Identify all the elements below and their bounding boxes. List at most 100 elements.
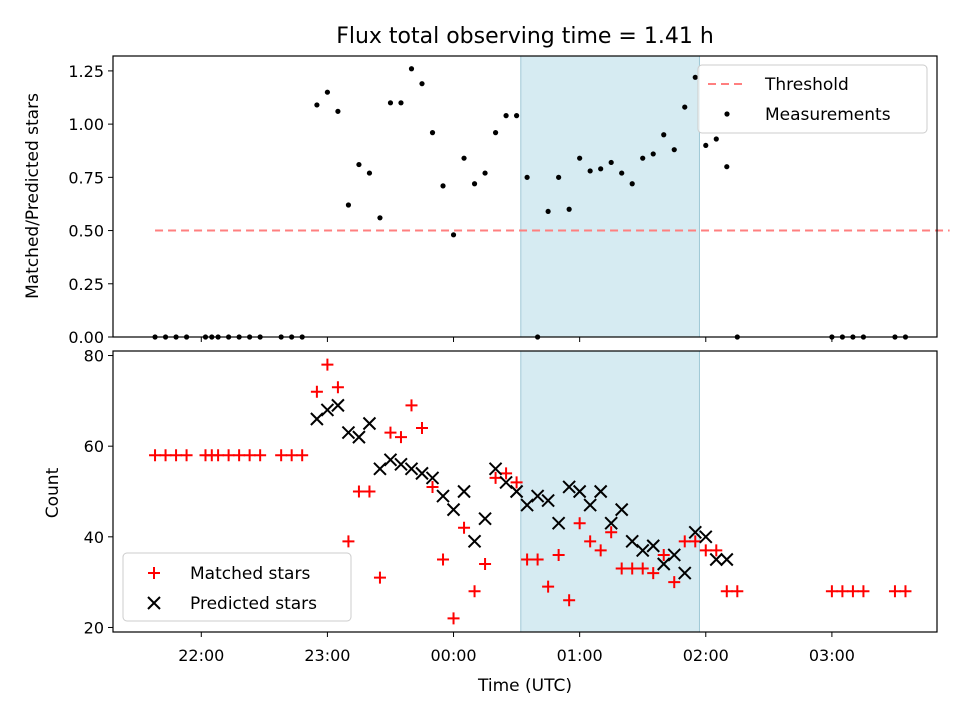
x-tick-label: 01:00	[557, 646, 603, 665]
measurements-point	[409, 66, 414, 71]
predicted-stars-point	[469, 535, 481, 547]
top-y-axis-label: Matched/Predicted stars	[23, 93, 43, 299]
measurements-point	[398, 100, 403, 105]
x-tick-label: 00:00	[430, 646, 476, 665]
matched-stars-point	[721, 585, 733, 597]
y-tick-label: 40	[84, 528, 104, 547]
matched-stars-point	[458, 522, 470, 534]
top-legend: Threshold Measurements	[698, 65, 927, 133]
predicted-stars-point	[384, 454, 396, 466]
predicted-stars-point	[458, 486, 470, 498]
measurements-point	[430, 130, 435, 135]
measurements-point	[346, 202, 351, 207]
y-tick-label: 80	[84, 347, 104, 366]
matched-stars-point	[405, 399, 417, 411]
measurements-point	[440, 183, 445, 188]
y-tick-label: 1.25	[68, 62, 104, 81]
predicted-stars-point	[721, 553, 733, 565]
matched-stars-point	[353, 486, 365, 498]
measurements-point	[672, 147, 677, 152]
measurements-point	[598, 166, 603, 171]
measurements-point	[503, 113, 508, 118]
measurements-point	[461, 156, 466, 161]
measurements-point	[377, 215, 382, 220]
measurements-point	[619, 170, 624, 175]
measurements-point	[651, 151, 656, 156]
measurements-point	[640, 156, 645, 161]
predicted-stars-point	[405, 463, 417, 475]
predicted-stars-point	[374, 463, 386, 475]
measurements-point	[693, 75, 698, 80]
matched-stars-point	[469, 585, 481, 597]
matched-stars-point	[731, 585, 743, 597]
measurements-point	[630, 181, 635, 186]
y-tick-label: 0.00	[68, 328, 104, 347]
matched-stars-point	[384, 427, 396, 439]
observing-window-shade	[521, 56, 700, 337]
matched-stars-point	[479, 558, 491, 570]
predicted-stars-point	[363, 418, 375, 430]
matched-stars-point	[374, 572, 386, 584]
bottom-panel: 20 40 60 80 22:00 23:00 00:00 01:00 02:00 03:00 C…	[43, 347, 937, 696]
matched-stars-point	[244, 449, 256, 461]
measurements-point	[335, 109, 340, 114]
matched-stars-point	[321, 359, 333, 371]
threshold-legend-label: Threshold	[764, 75, 849, 95]
chart-title: Flux total observing time = 1.41 h	[336, 24, 714, 49]
y-tick-label: 20	[84, 618, 104, 637]
y-tick-label: 1.00	[68, 115, 104, 134]
measurements-point	[314, 102, 319, 107]
predicted-stars-point	[479, 513, 491, 525]
bottom-legend: Matched stars Predicted stars	[123, 553, 351, 621]
measurements-point	[493, 130, 498, 135]
matched-stars-point	[836, 585, 848, 597]
measurements-point	[546, 209, 551, 214]
measurements-legend-label: Measurements	[765, 105, 891, 125]
matched-stars-point	[181, 449, 193, 461]
matched-stars-point	[149, 449, 161, 461]
predicted-stars-point	[395, 458, 407, 470]
matched-stars-point	[332, 381, 344, 393]
measurements-point	[724, 164, 729, 169]
measurements-point	[588, 168, 593, 173]
y-tick-label: 0.25	[68, 275, 104, 294]
measurements-point	[556, 175, 561, 180]
y-tick-label: 0.75	[68, 168, 104, 187]
measurements-point	[661, 132, 666, 137]
x-tick-label: 03:00	[809, 646, 855, 665]
predicted-legend-label: Predicted stars	[190, 594, 317, 614]
matched-stars-point	[223, 449, 235, 461]
predicted-stars-point	[332, 399, 344, 411]
measurements-point	[577, 156, 582, 161]
measurements-point	[419, 81, 424, 86]
matched-stars-point	[296, 449, 308, 461]
measurements-point	[325, 90, 330, 95]
matched-stars-point	[437, 553, 449, 565]
measurements-point	[567, 207, 572, 212]
measurements-point	[703, 143, 708, 148]
measurements-point	[714, 136, 719, 141]
measurements-point	[472, 181, 477, 186]
matched-stars-point	[311, 386, 323, 398]
matched-stars-point	[899, 585, 911, 597]
x-tick-label: 02:00	[683, 646, 729, 665]
matched-stars-point	[160, 449, 172, 461]
measurements-point	[451, 232, 456, 237]
y-tick-label: 0.50	[68, 222, 104, 241]
predicted-stars-point	[353, 431, 365, 443]
measurements-point	[482, 170, 487, 175]
predicted-stars-point	[700, 531, 712, 543]
matched-stars-point	[363, 486, 375, 498]
matched-stars-point	[212, 449, 224, 461]
matched-stars-point	[395, 431, 407, 443]
measurements-point	[525, 175, 530, 180]
matched-stars-point	[233, 449, 245, 461]
matched-stars-point	[700, 544, 712, 556]
figure: Flux total observing time = 1.41 h 0.00 0…	[0, 0, 960, 720]
matched-stars-point	[826, 585, 838, 597]
matched-stars-point	[416, 422, 428, 434]
matched-stars-point	[448, 612, 460, 624]
predicted-stars-point	[448, 504, 460, 516]
matched-stars-point	[170, 449, 182, 461]
matched-stars-point	[847, 585, 859, 597]
